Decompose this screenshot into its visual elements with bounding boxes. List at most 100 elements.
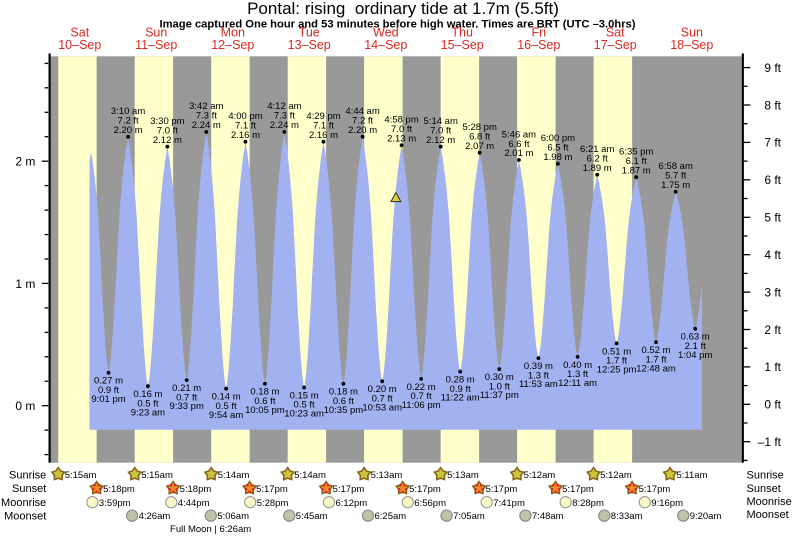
svg-text:1.3 ft: 1.3 ft: [528, 370, 549, 381]
svg-text:Moonset: Moonset: [4, 511, 46, 523]
svg-text:9:01 pm: 9:01 pm: [91, 394, 125, 405]
svg-text:7.3 ft: 7.3 ft: [274, 111, 295, 122]
svg-text:9: 9: [764, 61, 771, 75]
svg-text:ft: ft: [771, 248, 782, 262]
svg-text:12:11 am: 12:11 am: [558, 378, 597, 389]
svg-text:5.7 ft: 5.7 ft: [665, 171, 686, 182]
svg-text:12–Sep: 12–Sep: [211, 38, 254, 52]
svg-text:5:17pm: 5:17pm: [486, 484, 518, 495]
svg-text:Sunset: Sunset: [747, 483, 781, 495]
svg-text:2.16 m: 2.16 m: [231, 130, 260, 141]
svg-text:11:22 am: 11:22 am: [441, 393, 480, 404]
svg-text:5:15am: 5:15am: [65, 470, 97, 481]
svg-text:2.07 m: 2.07 m: [465, 141, 494, 152]
svg-text:2.12 m: 2.12 m: [153, 135, 182, 146]
svg-text:6: 6: [764, 173, 771, 187]
svg-text:0.63 m: 0.63 m: [681, 332, 710, 343]
svg-text:10:35 pm: 10:35 pm: [324, 405, 364, 416]
svg-text:Sun: Sun: [145, 26, 167, 40]
svg-text:1.7 ft: 1.7 ft: [645, 354, 666, 365]
svg-text:1.89 m: 1.89 m: [583, 163, 612, 174]
svg-text:6:35 pm: 6:35 pm: [619, 146, 653, 157]
svg-text:5:12am: 5:12am: [600, 470, 632, 481]
svg-text:Sat: Sat: [606, 26, 625, 40]
svg-text:5:13am: 5:13am: [371, 470, 403, 481]
svg-text:14–Sep: 14–Sep: [364, 38, 407, 52]
svg-text:12:48 am: 12:48 am: [636, 363, 676, 374]
svg-text:ft: ft: [771, 398, 782, 412]
svg-text:2.24 m: 2.24 m: [270, 120, 299, 131]
svg-text:2.20 m: 2.20 m: [348, 125, 377, 136]
svg-text:7:48am: 7:48am: [532, 511, 564, 522]
svg-text:7.1 ft: 7.1 ft: [235, 121, 256, 132]
svg-text:4: 4: [764, 248, 771, 262]
svg-text:5:12am: 5:12am: [524, 470, 556, 481]
svg-text:0.7 ft: 0.7 ft: [372, 394, 393, 405]
svg-text:Moonset: Moonset: [747, 509, 789, 521]
svg-text:5: 5: [764, 211, 771, 225]
svg-text:0.9 ft: 0.9 ft: [98, 385, 119, 396]
svg-text:1: 1: [764, 360, 771, 374]
svg-text:10–Sep: 10–Sep: [58, 38, 101, 52]
svg-text:3:42 am: 3:42 am: [189, 101, 223, 112]
svg-text:9:23 am: 9:23 am: [131, 407, 165, 418]
svg-text:0.5 ft: 0.5 ft: [137, 398, 158, 409]
svg-text:7: 7: [764, 136, 771, 150]
svg-text:3:10 am: 3:10 am: [111, 106, 145, 117]
svg-text:10:53 am: 10:53 am: [362, 402, 402, 413]
svg-text:5:45am: 5:45am: [296, 511, 328, 522]
svg-text:ft: ft: [771, 136, 782, 150]
svg-text:Fri: Fri: [532, 26, 547, 40]
svg-text:3: 3: [764, 285, 771, 299]
svg-text:5:13am: 5:13am: [447, 470, 479, 481]
svg-text:6.8 ft: 6.8 ft: [469, 132, 490, 143]
svg-text:5:17pm: 5:17pm: [639, 484, 671, 495]
svg-text:5:17pm: 5:17pm: [333, 484, 365, 495]
svg-text:6.6 ft: 6.6 ft: [508, 139, 529, 150]
svg-text:8:33am: 8:33am: [611, 511, 643, 522]
svg-text:0.52 m: 0.52 m: [641, 345, 670, 356]
svg-text:Sunrise: Sunrise: [9, 470, 46, 482]
svg-text:Sun: Sun: [681, 26, 703, 40]
svg-text:5:17pm: 5:17pm: [562, 484, 594, 495]
svg-text:9:33 pm: 9:33 pm: [170, 401, 204, 412]
svg-text:5:11am: 5:11am: [677, 470, 708, 481]
svg-text:13–Sep: 13–Sep: [288, 38, 331, 52]
svg-text:4:00 pm: 4:00 pm: [228, 111, 262, 122]
svg-text:11:06 pm: 11:06 pm: [402, 400, 441, 411]
svg-text:1 m: 1 m: [15, 277, 35, 291]
svg-text:0.30 m: 0.30 m: [485, 372, 514, 383]
svg-text:6:56pm: 6:56pm: [414, 498, 446, 509]
svg-text:5:17pm: 5:17pm: [409, 484, 441, 495]
svg-text:4:29 pm: 4:29 pm: [306, 111, 340, 122]
svg-text:7.2 ft: 7.2 ft: [118, 116, 139, 127]
svg-text:ft: ft: [771, 323, 782, 337]
svg-text:1.3 ft: 1.3 ft: [567, 369, 588, 380]
svg-text:4:44pm: 4:44pm: [178, 498, 210, 509]
svg-text:–1: –1: [758, 435, 772, 449]
svg-text:0.15 m: 0.15 m: [290, 390, 319, 401]
svg-text:6:00 pm: 6:00 pm: [541, 133, 575, 144]
svg-text:4:44 am: 4:44 am: [345, 106, 379, 117]
svg-text:11–Sep: 11–Sep: [135, 38, 177, 52]
svg-text:5:28pm: 5:28pm: [257, 498, 289, 509]
svg-text:6.1 ft: 6.1 ft: [626, 156, 647, 167]
svg-text:17–Sep: 17–Sep: [594, 38, 637, 52]
svg-text:2.1 ft: 2.1 ft: [685, 341, 706, 352]
svg-text:7.2 ft: 7.2 ft: [352, 116, 373, 127]
svg-text:5:28 pm: 5:28 pm: [463, 122, 497, 133]
svg-text:5:18pm: 5:18pm: [180, 484, 212, 495]
svg-text:ft: ft: [771, 211, 782, 225]
svg-text:5:46 am: 5:46 am: [502, 129, 536, 140]
svg-text:1.87 m: 1.87 m: [622, 165, 651, 176]
svg-text:6:12pm: 6:12pm: [336, 498, 368, 509]
svg-text:0: 0: [764, 398, 771, 412]
svg-text:7.0 ft: 7.0 ft: [157, 125, 178, 136]
svg-text:7.1 ft: 7.1 ft: [313, 121, 334, 132]
svg-text:7.0 ft: 7.0 ft: [430, 125, 451, 136]
svg-text:2.01 m: 2.01 m: [504, 148, 533, 159]
svg-text:7:41pm: 7:41pm: [493, 498, 525, 509]
svg-text:0.18 m: 0.18 m: [250, 387, 279, 398]
svg-text:2.24 m: 2.24 m: [192, 120, 221, 131]
svg-text:ft: ft: [771, 61, 782, 75]
